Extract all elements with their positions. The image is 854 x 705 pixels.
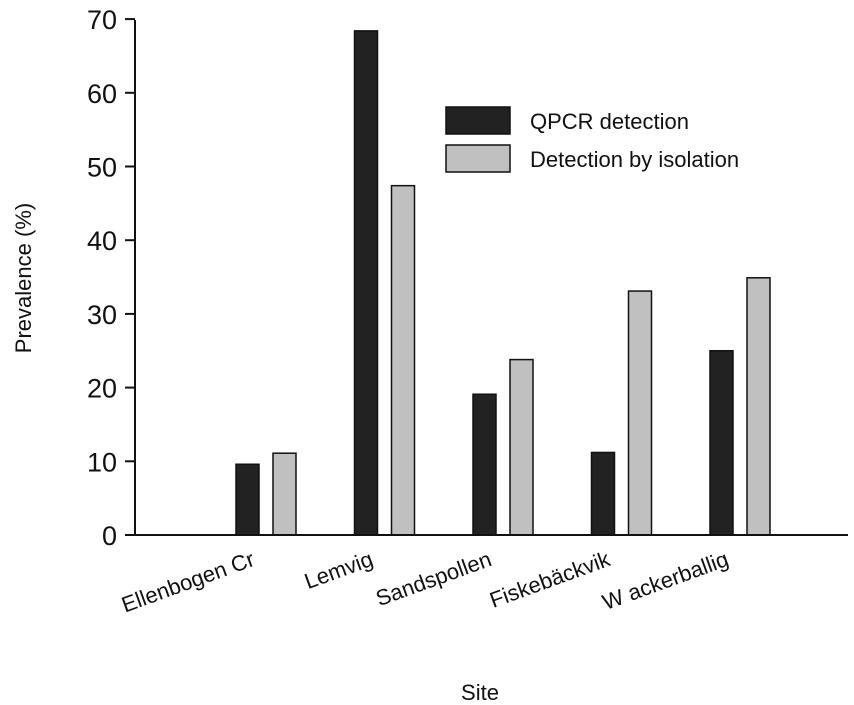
y-tick-label: 10 [87, 447, 117, 477]
x-tick-label: Sandspollen [372, 546, 494, 611]
y-ticks-group: 0 10 20 30 40 50 60 70 [87, 5, 135, 551]
bar-isolation [509, 358, 534, 536]
axes-group [134, 20, 848, 536]
legend-label: Detection by isolation [530, 147, 739, 172]
bar-isolation [272, 452, 297, 536]
x-tick-label: Lemvig [301, 546, 376, 594]
y-tick-label: 60 [87, 79, 117, 109]
bars-group [235, 30, 771, 536]
y-tick-label: 50 [87, 153, 117, 183]
bar-qpcr [590, 451, 616, 536]
bar-isolation [746, 277, 771, 536]
y-tick-label: 30 [87, 300, 117, 330]
x-tick-label: Fiskebäckvik [486, 546, 614, 613]
bar-qpcr [353, 30, 379, 536]
x-axis-title: Site [461, 680, 499, 705]
y-axis-title: Prevalence (%) [11, 203, 36, 353]
bar-isolation [390, 184, 416, 536]
legend-label: QPCR detection [530, 109, 689, 134]
bar-qpcr [472, 393, 497, 536]
x-tick-label: Ellenbogen Cr [118, 546, 258, 617]
x-labels-group: Ellenbogen Cr LemvigSandspollenFiskebäckv… [118, 546, 732, 618]
y-tick-label: 20 [87, 374, 117, 404]
bar-qpcr [235, 463, 260, 536]
x-tick-label: W ackerballig [599, 546, 732, 615]
y-tick-label: 40 [87, 226, 117, 256]
bar-isolation [627, 290, 653, 536]
legend-swatch [445, 106, 511, 135]
legend: QPCR detection Detection by isolation [445, 106, 739, 173]
y-tick-label: 0 [102, 521, 117, 551]
bar-qpcr [709, 350, 734, 536]
y-tick-label: 70 [87, 5, 117, 35]
legend-swatch [445, 144, 511, 173]
